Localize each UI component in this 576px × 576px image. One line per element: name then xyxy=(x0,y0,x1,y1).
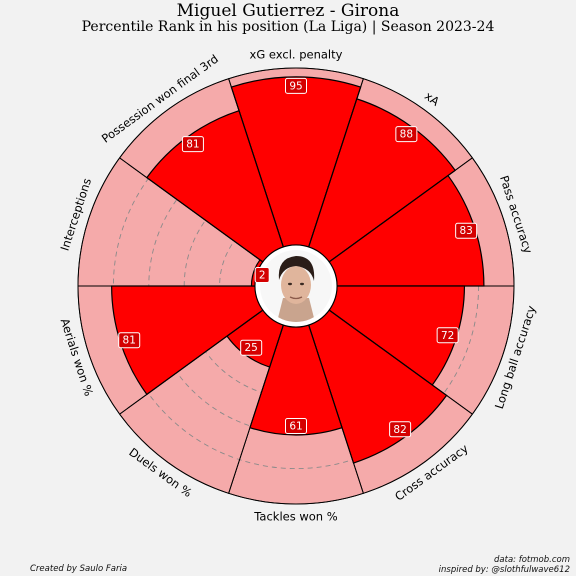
value-label: 25 xyxy=(244,342,257,354)
value-label-box xyxy=(240,339,263,356)
value-label-box xyxy=(254,267,270,284)
slice-separator xyxy=(228,78,284,248)
value-label: 88 xyxy=(400,129,413,141)
value-label: 72 xyxy=(441,330,454,342)
value-label-box xyxy=(389,421,412,438)
outer-ring xyxy=(77,67,515,505)
value-label-box xyxy=(436,327,459,344)
value-label: 61 xyxy=(289,420,302,432)
value-label: 81 xyxy=(123,335,136,347)
value-label-box xyxy=(285,417,307,434)
slice-separator xyxy=(328,309,473,415)
value-label: 81 xyxy=(186,139,199,151)
value-label-box xyxy=(395,126,418,143)
value-label-box xyxy=(118,332,141,349)
credit-inspired-by: inspired by: @slothfulwave612 xyxy=(438,565,570,575)
slice-separator xyxy=(308,324,364,494)
player-photo xyxy=(254,244,338,328)
slice-separators xyxy=(77,67,515,505)
chart-subtitle: Percentile Rank in his position (La Liga… xyxy=(81,19,495,35)
slice-separator xyxy=(328,157,473,263)
slice-separator xyxy=(119,157,264,263)
slice-separator xyxy=(308,78,364,248)
category-label: xG excl. penalty xyxy=(250,48,343,62)
value-label-box xyxy=(181,136,204,153)
value-labels: 95 88 83 72 82 61 25 81 2 81 xyxy=(118,77,478,438)
credit-author: Created by Saulo Faria xyxy=(30,564,128,574)
value-slices xyxy=(111,76,485,464)
chart-title: Miguel Gutierrez - Girona xyxy=(176,1,400,21)
value-label-box xyxy=(455,222,478,239)
value-label: 82 xyxy=(393,424,406,436)
value-label-box xyxy=(285,77,307,94)
category-label: Tackles won % xyxy=(253,510,337,524)
slice-separator xyxy=(119,309,264,415)
credit-data-source: data: fotmob.com xyxy=(494,555,570,565)
value-label: 83 xyxy=(459,225,472,237)
slice-separator xyxy=(228,324,284,494)
value-label: 95 xyxy=(289,80,302,92)
value-label: 2 xyxy=(259,270,266,282)
category-label: xA xyxy=(422,89,442,109)
credit-sources: data: fotmob.com inspired by: @slothfulw… xyxy=(439,555,570,575)
